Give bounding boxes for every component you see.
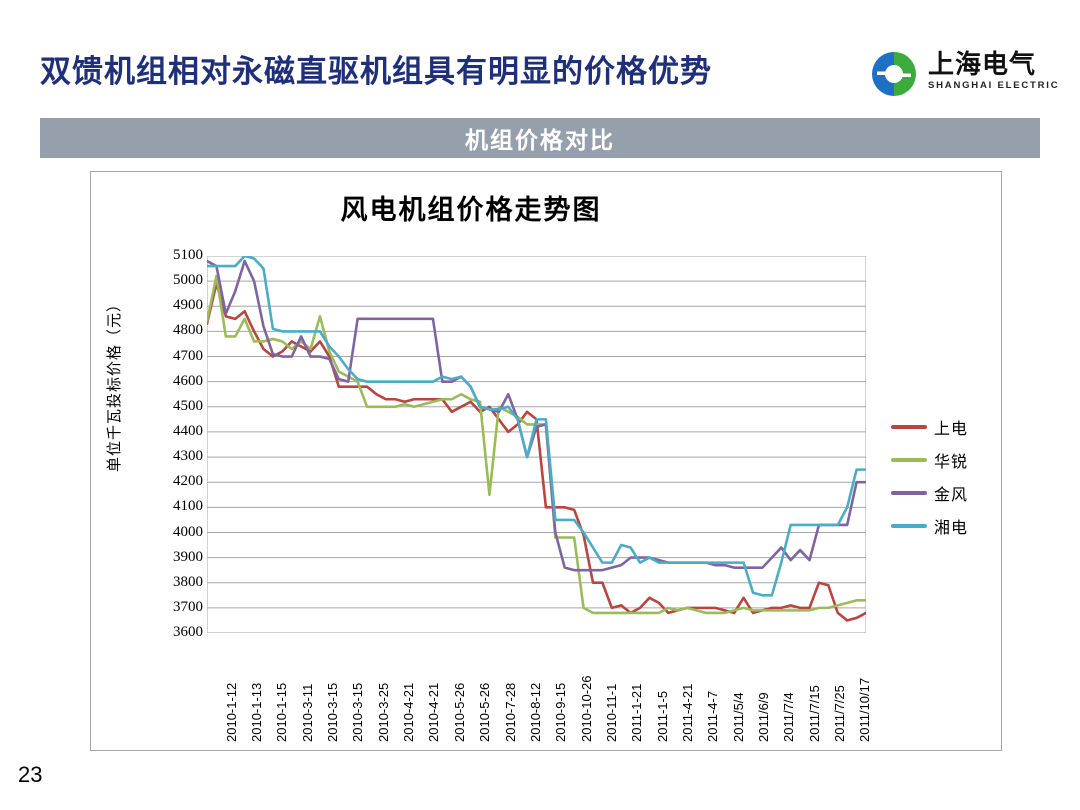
legend-label: 金风 (934, 484, 969, 504)
x-axis-tick-label: 2011-4-21 (679, 683, 695, 742)
y-axis-tick-label: 3900 (173, 548, 203, 565)
x-axis-tick-label: 2010-4-21 (426, 682, 442, 742)
legend-item[interactable]: 金风 (891, 476, 991, 509)
x-axis-tick-label: 2010-3-15 (350, 682, 366, 742)
gridlines (207, 256, 866, 633)
y-axis-tick-label: 3700 (173, 598, 203, 615)
x-axis-tick-label: 2011/6/9 (755, 692, 771, 742)
x-axis-tick-label: 2010-8-12 (527, 682, 543, 742)
chart-container: 风电机组价格走势图 单位千瓦投标价格（元） 5100 5000 4900 4800 47… (90, 171, 1002, 751)
legend-label: 上电 (934, 418, 969, 438)
legend-label: 华锐 (934, 451, 969, 471)
x-axis-tick-label: 2011-1-21 (629, 683, 645, 742)
legend-color-swatch (891, 424, 927, 429)
legend-label: 湘电 (934, 517, 969, 537)
x-axis-tick-label: 2011-1-5 (654, 690, 670, 742)
y-axis-tick-label: 4000 (173, 523, 203, 540)
y-axis-tick-label: 3600 (173, 624, 203, 640)
logo-name-cn: 上海电气 (928, 50, 1037, 80)
x-axis-tick-label: 2010-11-1 (603, 683, 619, 742)
legend-color-swatch (891, 490, 927, 495)
x-axis-tick-label: 2011/5/4 (730, 692, 746, 742)
chart-svg (207, 256, 866, 633)
y-axis-tick-label: 4900 (173, 297, 203, 314)
x-axis-tick-label: 2010-3-25 (375, 682, 391, 742)
section-banner-label: 机组价格对比 (465, 128, 615, 154)
x-axis-tick-label: 2010-7-28 (502, 682, 518, 742)
x-axis-tick-label: 2010-3-15 (325, 682, 341, 742)
series-line (207, 259, 866, 572)
series-line (207, 282, 866, 622)
page-number: 23 (18, 762, 43, 787)
y-axis-tick-label: 4100 (173, 498, 203, 515)
x-axis-tick-label: 2010-3-11 (299, 683, 315, 742)
slide-header: 双馈机组相对永磁直驱机组具有明显的价格优势 上海电气 SHANGHAI ELEC… (0, 0, 1080, 110)
chart-legend: 上电 华锐 金风 湘电 (891, 410, 991, 542)
y-axis-tick-labels: 5100 5000 4900 4800 4700 4600 4500 4400 4300 4200… (143, 247, 203, 640)
x-axis-tick-label: 2010-5-26 (477, 682, 493, 742)
legend-color-swatch (891, 523, 927, 528)
y-axis-tick-label: 4600 (173, 372, 203, 389)
y-axis-tick-label: 4400 (173, 422, 203, 439)
legend-item[interactable]: 上电 (891, 410, 991, 443)
y-axis-tick-label: 4500 (173, 397, 203, 414)
page-title: 双馈机组相对永磁直驱机组具有明显的价格优势 (40, 54, 712, 90)
y-axis-tick-label: 5100 (173, 247, 203, 263)
section-banner: 机组价格对比 (40, 118, 1040, 158)
x-axis-tick-label: 2010-1-15 (274, 682, 290, 742)
plot-area (207, 256, 866, 633)
x-axis-tick-label: 2010-10-26 (578, 675, 594, 743)
x-axis-tick-label: 2010-9-15 (553, 682, 569, 742)
x-axis-tick-label: 2010-1-13 (249, 682, 264, 742)
y-axis-tick-label: 4800 (173, 322, 203, 339)
x-axis-tick-label: 2011/7/4 (781, 692, 797, 742)
x-axis-tick-labels: 2010-1-12 2010-1-13 2010-1-15 2010-3-11 2010… (207, 638, 873, 748)
x-axis-tick-label: 2011/7/15 (806, 685, 822, 742)
x-axis-tick-label: 2010-5-26 (451, 682, 467, 742)
y-axis-tick-label: 4200 (173, 473, 203, 490)
y-axis-tick-label: 4700 (173, 347, 203, 364)
series-line (207, 256, 866, 597)
x-axis-tick-label: 2011/7/25 (832, 685, 847, 742)
company-logo: 上海电气 SHANGHAI ELECTRIC (870, 48, 1060, 104)
x-axis-tick-label: 2010-4-21 (401, 682, 417, 742)
logo-name-en: SHANGHAI ELECTRIC (928, 80, 1060, 91)
y-axis-tick-label: 5000 (173, 272, 203, 289)
y-axis-tick-label: 4300 (173, 448, 203, 465)
legend-color-swatch (891, 457, 927, 462)
x-axis-tick-label: 2010-1-12 (223, 682, 239, 742)
plot-border (207, 256, 866, 633)
y-axis-tick-label: 3800 (173, 573, 203, 590)
y-axis-title: 单位千瓦投标价格（元） (105, 295, 123, 472)
x-axis-tick-label: 2011-4-7 (705, 690, 721, 742)
logo-wordmark: 上海电气 SHANGHAI ELECTRIC (928, 50, 1059, 92)
shanghai-electric-logo-icon (870, 50, 918, 98)
x-axis-tick-label: 2011/10/17 (857, 677, 873, 742)
chart-title: 风电机组价格走势图 (340, 195, 602, 226)
legend-item[interactable]: 华锐 (891, 443, 991, 476)
legend-item[interactable]: 湘电 (891, 509, 991, 542)
series-lines (207, 256, 866, 622)
